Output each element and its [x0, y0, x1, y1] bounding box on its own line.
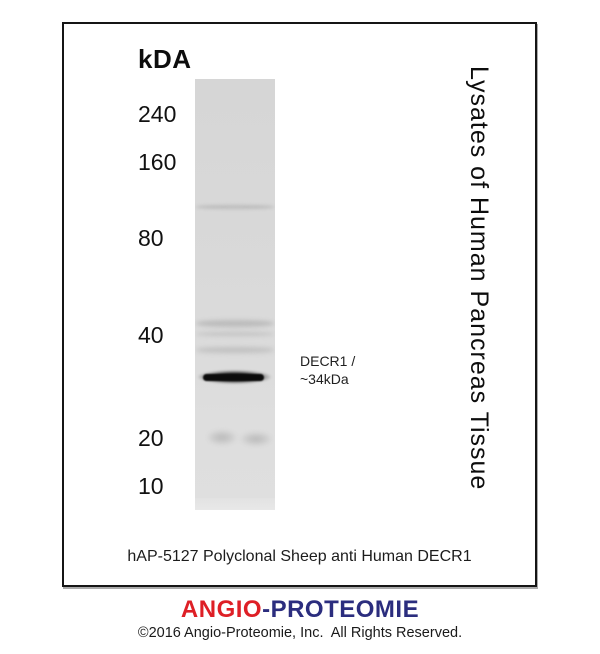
- mw-marker-10: 10: [138, 473, 164, 499]
- gel-lane: [195, 79, 275, 510]
- band-annotation: DECR1 / ~34kDa: [300, 352, 355, 388]
- mw-marker-160: 160: [138, 149, 177, 175]
- background-smudge: [207, 430, 237, 445]
- western-blot-figure-frame: kDA 240 160 80 40 20 10 DECR1 / ~34kDa L…: [62, 22, 537, 587]
- faint-band: [196, 347, 274, 353]
- protein-band-core: [203, 373, 264, 381]
- brand-part-proteomie: PROTEOMIE: [270, 596, 420, 623]
- lane-bottom-edge: [195, 498, 275, 510]
- mw-marker-20: 20: [138, 425, 164, 451]
- band-annotation-line2: ~34kDa: [300, 371, 349, 387]
- mw-marker-240: 240: [138, 101, 177, 127]
- faint-band: [196, 205, 274, 209]
- figure-caption: hAP-5127 Polyclonal Sheep anti Human DEC…: [127, 548, 472, 565]
- band-annotation-line1: DECR1 /: [300, 353, 356, 369]
- brand-logo: ANGIO-PROTEOMIE: [0, 596, 600, 624]
- background-smudge: [240, 432, 272, 446]
- mw-marker-40: 40: [138, 322, 164, 348]
- brand-separator: -: [262, 596, 271, 623]
- sample-side-label: Lysates of Human Pancreas Tissue: [465, 66, 493, 491]
- brand-part-angio: ANGIO: [180, 596, 263, 623]
- faint-band: [196, 320, 274, 327]
- mw-marker-80: 80: [138, 225, 164, 251]
- faint-band: [196, 332, 274, 336]
- kda-unit-label: kDA: [138, 44, 192, 74]
- copyright-line: ©2016 Angio-Proteomie, Inc. All Rights R…: [137, 625, 463, 641]
